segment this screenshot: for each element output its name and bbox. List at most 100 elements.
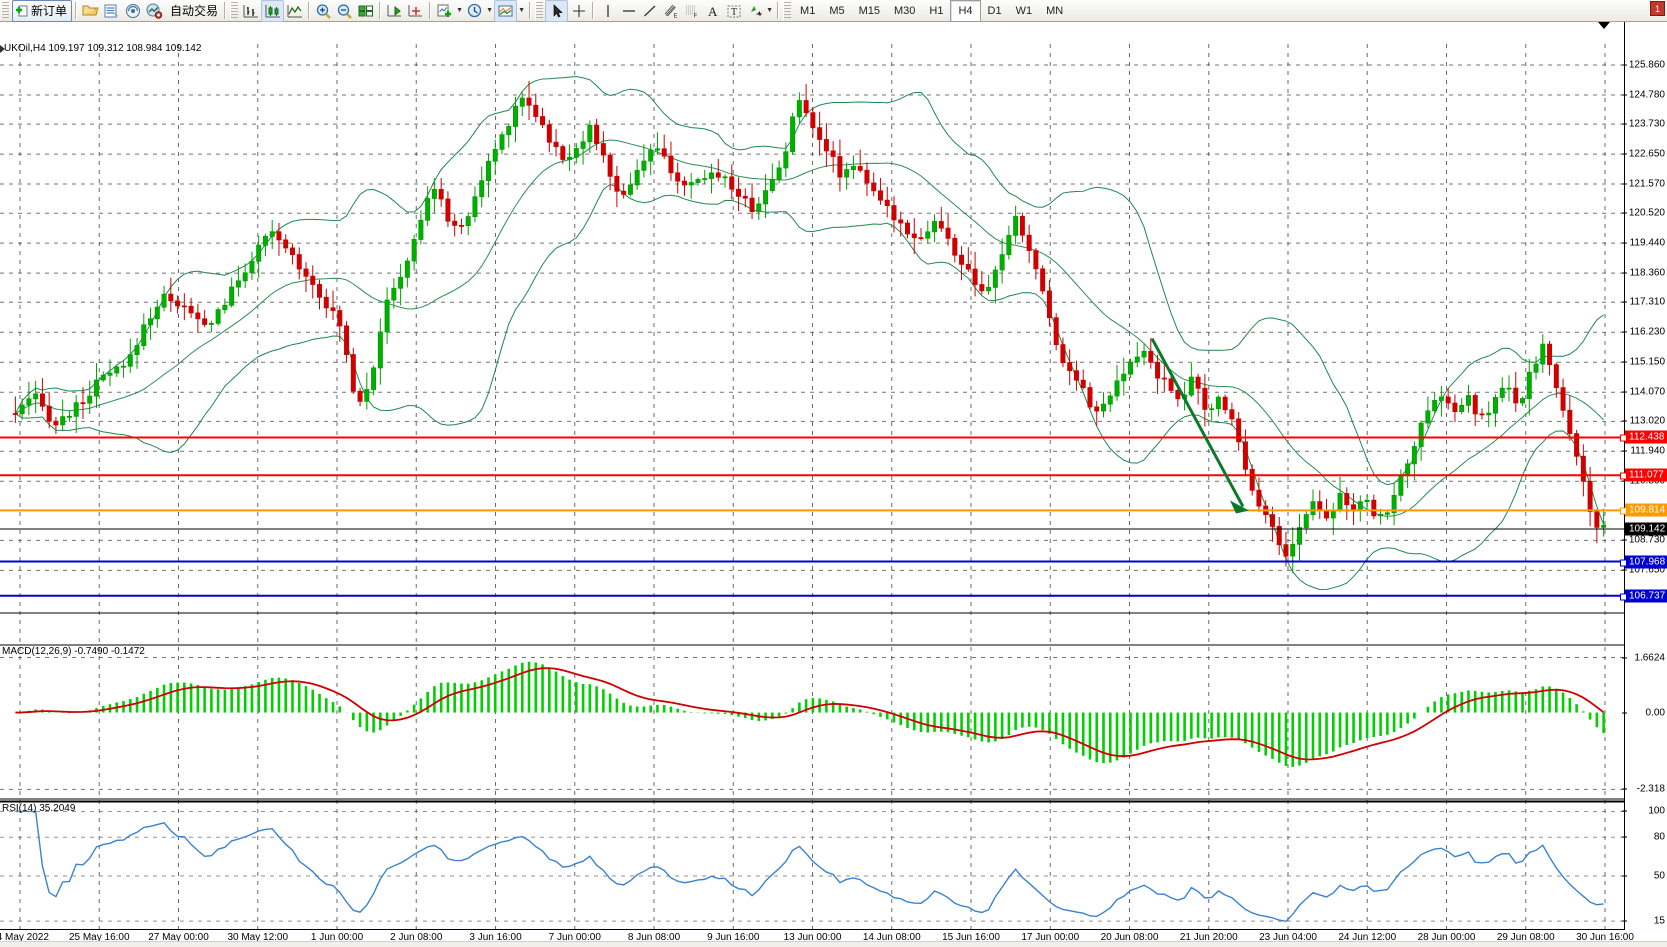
toolbar-grip-1[interactable] (1, 1, 9, 20)
candlestick-chart-button[interactable] (261, 0, 285, 22)
crosshair-icon (572, 4, 585, 17)
vertical-line-icon (606, 4, 609, 17)
text-box-button[interactable]: T (723, 1, 744, 21)
price-level-handle[interactable] (1620, 472, 1627, 480)
period-clock-icon (467, 3, 481, 17)
price-axis[interactable]: 125.860 124.780 123.730 122.650 121.570 120.5… (1620, 22, 1667, 947)
text-label-button[interactable]: A (702, 1, 723, 21)
price-level-handle[interactable] (1620, 593, 1627, 601)
signals-button[interactable] (122, 1, 143, 21)
auto-scroll-button[interactable] (405, 1, 426, 21)
crosshair-button[interactable] (568, 1, 589, 21)
time-tick-label: 9 Jun 16:00 (707, 932, 760, 943)
time-tick-label: 21 Jun 20:00 (1179, 932, 1238, 943)
price-tick (1622, 183, 1627, 185)
rsi-tick (1622, 875, 1627, 877)
timeframe-m1[interactable]: M1 (800, 4, 816, 17)
notification-badge[interactable]: 1 (1650, 1, 1665, 16)
price-tick (1622, 539, 1627, 541)
price-level-tag-resistance[interactable]: 112.438 (1620, 430, 1667, 444)
price-level-tag-last-price[interactable]: 109.142 (1625, 522, 1667, 536)
price-level-tag-support[interactable]: 106.737 (1620, 589, 1667, 603)
auto-trading-button[interactable] (143, 1, 164, 21)
price-level-handle[interactable] (1620, 434, 1627, 442)
time-tick-label: 1 Jun 00:00 (310, 932, 364, 943)
time-tick-label: 2 Jun 08:00 (390, 932, 443, 943)
trendline-icon (643, 5, 655, 16)
tile-windows-button[interactable] (355, 1, 376, 21)
toolbar-separator-3 (308, 2, 311, 19)
last-bar-marker-icon (1597, 22, 1610, 29)
bar-chart-icon (243, 4, 258, 17)
macd-tick-label: 1.6624 (1634, 652, 1665, 664)
price-tick (1622, 153, 1627, 155)
price-tick-label: 121.570 (1628, 178, 1665, 190)
price-tick (1622, 361, 1627, 363)
shapes-arrows-button[interactable] (744, 1, 765, 21)
timeframe-mn[interactable]: MN (1046, 4, 1064, 17)
line-chart-icon (287, 4, 302, 17)
fibonacci-button[interactable]: F (681, 1, 702, 21)
price-tick-label: 122.650 (1628, 148, 1665, 160)
toolbar-grip-2[interactable] (230, 1, 239, 20)
line-chart-button[interactable] (284, 1, 305, 21)
toolbar-separator-2 (224, 2, 227, 19)
vertical-line-button[interactable] (597, 1, 618, 21)
timeframe-w1[interactable]: W1 (1015, 4, 1033, 17)
chart-plot-area[interactable] (0, 22, 1625, 947)
time-tick-label: 25 May 16:00 (68, 932, 130, 943)
trendline-button[interactable] (639, 1, 660, 21)
bar-chart-button[interactable] (240, 1, 261, 21)
auto-trading-label[interactable]: 自动交易 (170, 4, 219, 18)
horizontal-line-button[interactable] (618, 1, 639, 21)
time-tick-label: 17 Jun 00:00 (1021, 932, 1080, 943)
chart-shift-button[interactable] (384, 1, 405, 21)
toolbar-grip-4[interactable] (783, 1, 792, 20)
timeframe-d1[interactable]: D1 (987, 4, 1002, 17)
timeframe-m30[interactable]: M30 (894, 4, 916, 17)
templates-button[interactable] (494, 0, 518, 22)
price-level-handle[interactable] (1620, 507, 1627, 515)
new-order-button[interactable]: 新订单 (12, 0, 73, 22)
timeframe-m15[interactable]: M15 (858, 4, 880, 17)
period-dropdown-arrow[interactable]: ▼ (486, 7, 493, 14)
shapes-dropdown-arrow[interactable]: ▼ (766, 7, 773, 14)
price-tick-label: 108.730 (1628, 534, 1665, 546)
cursor-icon (553, 3, 563, 17)
price-level-tag-resistance[interactable]: 111.077 (1620, 468, 1667, 482)
zoom-out-button[interactable] (334, 1, 355, 21)
price-tick (1622, 212, 1627, 214)
cursor-button[interactable] (545, 0, 569, 22)
fibonacci-icon: F (685, 5, 697, 19)
period-button[interactable] (464, 1, 485, 21)
macd-tick (1622, 712, 1627, 714)
time-tick-label: 23 Jun 04:00 (1259, 932, 1317, 943)
add-indicator-button[interactable] (434, 1, 455, 21)
price-level-tag-support[interactable]: 107.968 (1620, 555, 1667, 569)
timeframe-h4[interactable]: H4 (950, 0, 981, 22)
equidistant-channel-button[interactable]: E (660, 1, 681, 21)
timeframe-m5[interactable]: M5 (829, 4, 845, 17)
templates-dropdown-arrow[interactable]: ▼ (518, 7, 525, 14)
data-window-icon (104, 4, 118, 17)
timeframe-h1[interactable]: H1 (929, 4, 944, 17)
main-toolbar: 新订单 自动交易 (0, 0, 1667, 22)
time-tick-label: 14 Jun 08:00 (862, 932, 921, 943)
price-tick-label: 107.650 (1628, 564, 1665, 576)
data-window-button[interactable] (101, 1, 122, 21)
price-tick (1622, 94, 1627, 96)
price-tick-label: 114.070 (1629, 386, 1665, 398)
price-level-handle[interactable] (1620, 559, 1627, 567)
price-level-tag-pivot[interactable]: 109.814 (1620, 503, 1667, 517)
time-tick-label: 29 Jun 08:00 (1496, 932, 1555, 943)
svg-text:T: T (731, 7, 737, 18)
add-indicator-dropdown-arrow[interactable]: ▼ (456, 7, 463, 14)
price-tick (1622, 391, 1627, 393)
price-tick-label: 125.860 (1628, 59, 1665, 71)
price-tick-label: 117.310 (1629, 296, 1665, 308)
time-tick-label: 3 Jun 16:00 (469, 932, 522, 943)
toolbar-grip-3[interactable] (535, 1, 544, 20)
zoom-in-button[interactable] (313, 1, 334, 21)
folder-open-button[interactable] (80, 1, 101, 21)
chart-container[interactable]: UKOil,H4 109.197 109.312 108.984 109.142… (0, 22, 1667, 947)
